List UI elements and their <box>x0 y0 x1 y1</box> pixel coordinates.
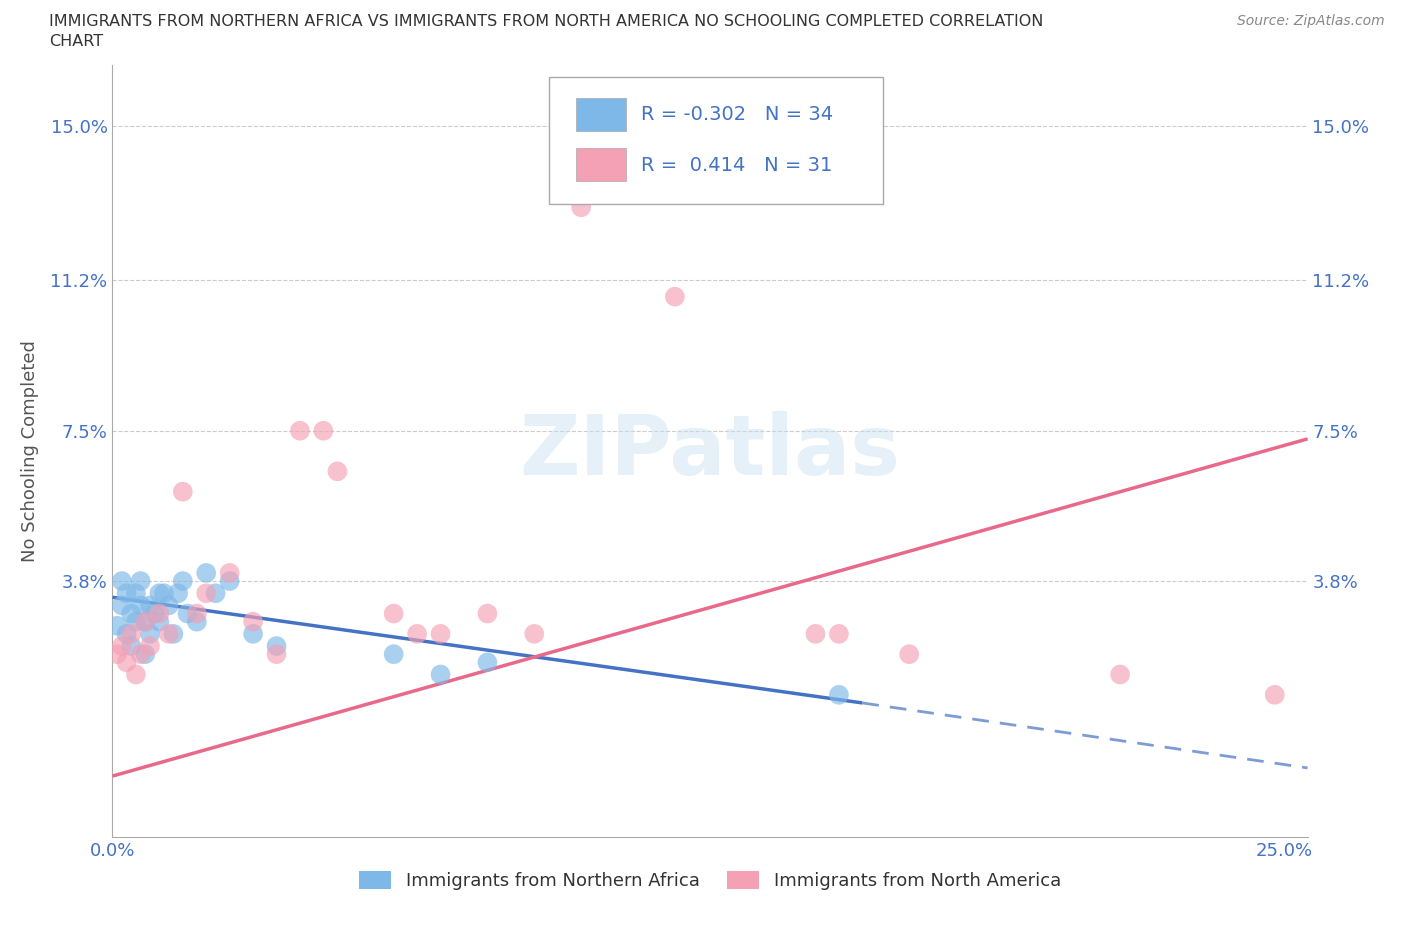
Point <box>898 646 921 661</box>
Point <box>429 667 451 682</box>
Point <box>406 627 429 642</box>
Point <box>167 586 190 601</box>
Point <box>139 598 162 613</box>
Point <box>148 606 170 621</box>
Point <box>115 655 138 670</box>
Point <box>125 586 148 601</box>
Point <box>523 627 546 642</box>
Point <box>148 586 170 601</box>
Point <box>125 667 148 682</box>
Point <box>120 639 142 654</box>
Point <box>382 606 405 621</box>
Point <box>172 485 194 499</box>
Legend: Immigrants from Northern Africa, Immigrants from North America: Immigrants from Northern Africa, Immigra… <box>352 864 1069 897</box>
Point <box>1109 667 1132 682</box>
Text: ZIPatlas: ZIPatlas <box>520 410 900 492</box>
Y-axis label: No Schooling Completed: No Schooling Completed <box>21 340 39 562</box>
Point <box>105 618 128 633</box>
Point <box>162 627 184 642</box>
Point <box>111 574 134 589</box>
Bar <box>576 99 627 131</box>
Point <box>134 614 156 629</box>
Point <box>129 598 152 613</box>
Point <box>477 606 499 621</box>
Point <box>111 639 134 654</box>
Point <box>204 586 226 601</box>
Point <box>429 627 451 642</box>
Point <box>105 646 128 661</box>
Point <box>195 565 218 580</box>
Point <box>115 627 138 642</box>
Point <box>129 574 152 589</box>
Point <box>157 598 180 613</box>
Point <box>148 614 170 629</box>
Bar <box>576 149 627 180</box>
Point <box>115 586 138 601</box>
Point <box>242 614 264 629</box>
Point <box>828 687 851 702</box>
Point <box>176 606 198 621</box>
Text: Source: ZipAtlas.com: Source: ZipAtlas.com <box>1237 14 1385 28</box>
Point <box>153 586 176 601</box>
Point <box>664 289 686 304</box>
Point <box>326 464 349 479</box>
Point <box>139 639 162 654</box>
Point <box>266 646 288 661</box>
Point <box>134 646 156 661</box>
Point <box>120 627 142 642</box>
Text: R = -0.302   N = 34: R = -0.302 N = 34 <box>641 105 832 124</box>
Point <box>312 423 335 438</box>
Point <box>804 627 827 642</box>
Point <box>129 646 152 661</box>
Point <box>569 200 592 215</box>
Text: CHART: CHART <box>49 34 103 49</box>
Point <box>218 565 240 580</box>
Point <box>125 614 148 629</box>
Point <box>266 639 288 654</box>
Point <box>1264 687 1286 702</box>
FancyBboxPatch shape <box>548 76 883 204</box>
Point <box>477 655 499 670</box>
Point <box>134 614 156 629</box>
Text: IMMIGRANTS FROM NORTHERN AFRICA VS IMMIGRANTS FROM NORTH AMERICA NO SCHOOLING CO: IMMIGRANTS FROM NORTHERN AFRICA VS IMMIG… <box>49 14 1043 29</box>
Point <box>288 423 311 438</box>
Point <box>828 627 851 642</box>
Point <box>186 606 208 621</box>
Point <box>120 606 142 621</box>
Point <box>139 627 162 642</box>
Point <box>186 614 208 629</box>
Point <box>143 606 166 621</box>
Point <box>111 598 134 613</box>
Point <box>157 627 180 642</box>
Point <box>242 627 264 642</box>
Point <box>382 646 405 661</box>
Point <box>195 586 218 601</box>
Text: R =  0.414   N = 31: R = 0.414 N = 31 <box>641 156 832 175</box>
Point <box>172 574 194 589</box>
Point <box>218 574 240 589</box>
